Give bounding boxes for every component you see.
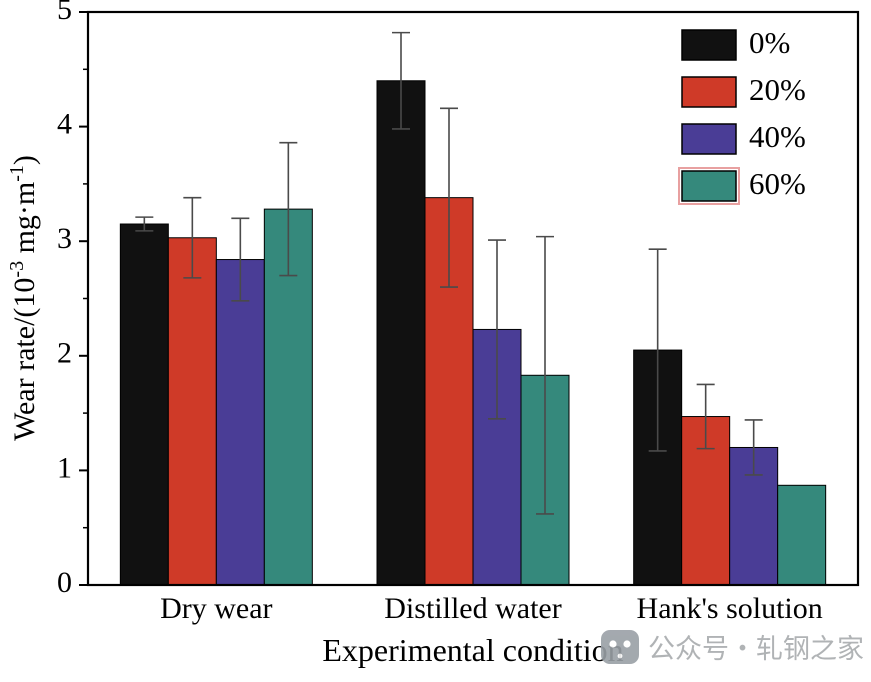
y-axis-title: Wear rate/(10-3 mg·m-1) xyxy=(6,155,41,441)
bar xyxy=(777,484,827,586)
error-bar xyxy=(488,239,506,420)
x-category-label: Distilled water xyxy=(384,592,561,625)
watermark-logo-eye xyxy=(609,640,617,648)
y-tick-label: 1 xyxy=(57,451,72,484)
y-tick-label: 3 xyxy=(57,222,72,255)
legend-swatch xyxy=(681,170,737,202)
y-tick-label: 5 xyxy=(57,0,72,26)
legend-label: 20% xyxy=(749,72,806,107)
y-tick-label: 0 xyxy=(57,566,72,599)
watermark-logo-icon xyxy=(601,630,639,664)
bar xyxy=(119,223,169,586)
x-category-label: Hank's solution xyxy=(637,592,823,625)
y-tick-label: 2 xyxy=(57,337,72,370)
error-bar xyxy=(279,141,298,277)
watermark-text: 公众号・轧钢之家 xyxy=(648,634,864,664)
legend-entry: 20% xyxy=(681,72,806,108)
bar xyxy=(215,259,265,586)
legend-swatch xyxy=(681,76,737,108)
watermark-logo-dot xyxy=(617,653,623,659)
error-bar xyxy=(648,248,667,452)
error-bar xyxy=(183,196,202,279)
legend-entry: 60% xyxy=(678,166,806,205)
legend-swatch xyxy=(681,123,737,155)
legend-swatch xyxy=(681,29,737,61)
error-bar xyxy=(696,383,715,450)
y-axis: 0 1 2 3 4 5 xyxy=(57,0,88,599)
error-bar xyxy=(392,31,410,130)
legend-entry: 0% xyxy=(681,25,790,61)
legend-swatch-highlight xyxy=(678,167,740,205)
legend-label: 0% xyxy=(749,25,790,60)
error-bar xyxy=(744,419,763,476)
bar xyxy=(376,80,426,586)
bars-group xyxy=(119,31,827,586)
bar xyxy=(167,237,217,586)
error-bar xyxy=(231,217,250,302)
legend-entry: 40% xyxy=(681,119,806,155)
watermark-logo-eye xyxy=(623,640,631,648)
watermark: 公众号・轧钢之家 xyxy=(601,630,864,664)
legend-label: 40% xyxy=(749,119,806,154)
legend-label: 60% xyxy=(749,166,806,201)
x-category-label: Dry wear xyxy=(160,592,272,625)
x-axis-title: Experimental condition xyxy=(322,632,623,668)
error-bar xyxy=(536,235,554,515)
legend: 0% 20% 40% 60% xyxy=(678,25,806,205)
y-tick-label: 4 xyxy=(57,107,72,140)
error-bar xyxy=(440,107,458,288)
error-bar xyxy=(135,216,154,232)
